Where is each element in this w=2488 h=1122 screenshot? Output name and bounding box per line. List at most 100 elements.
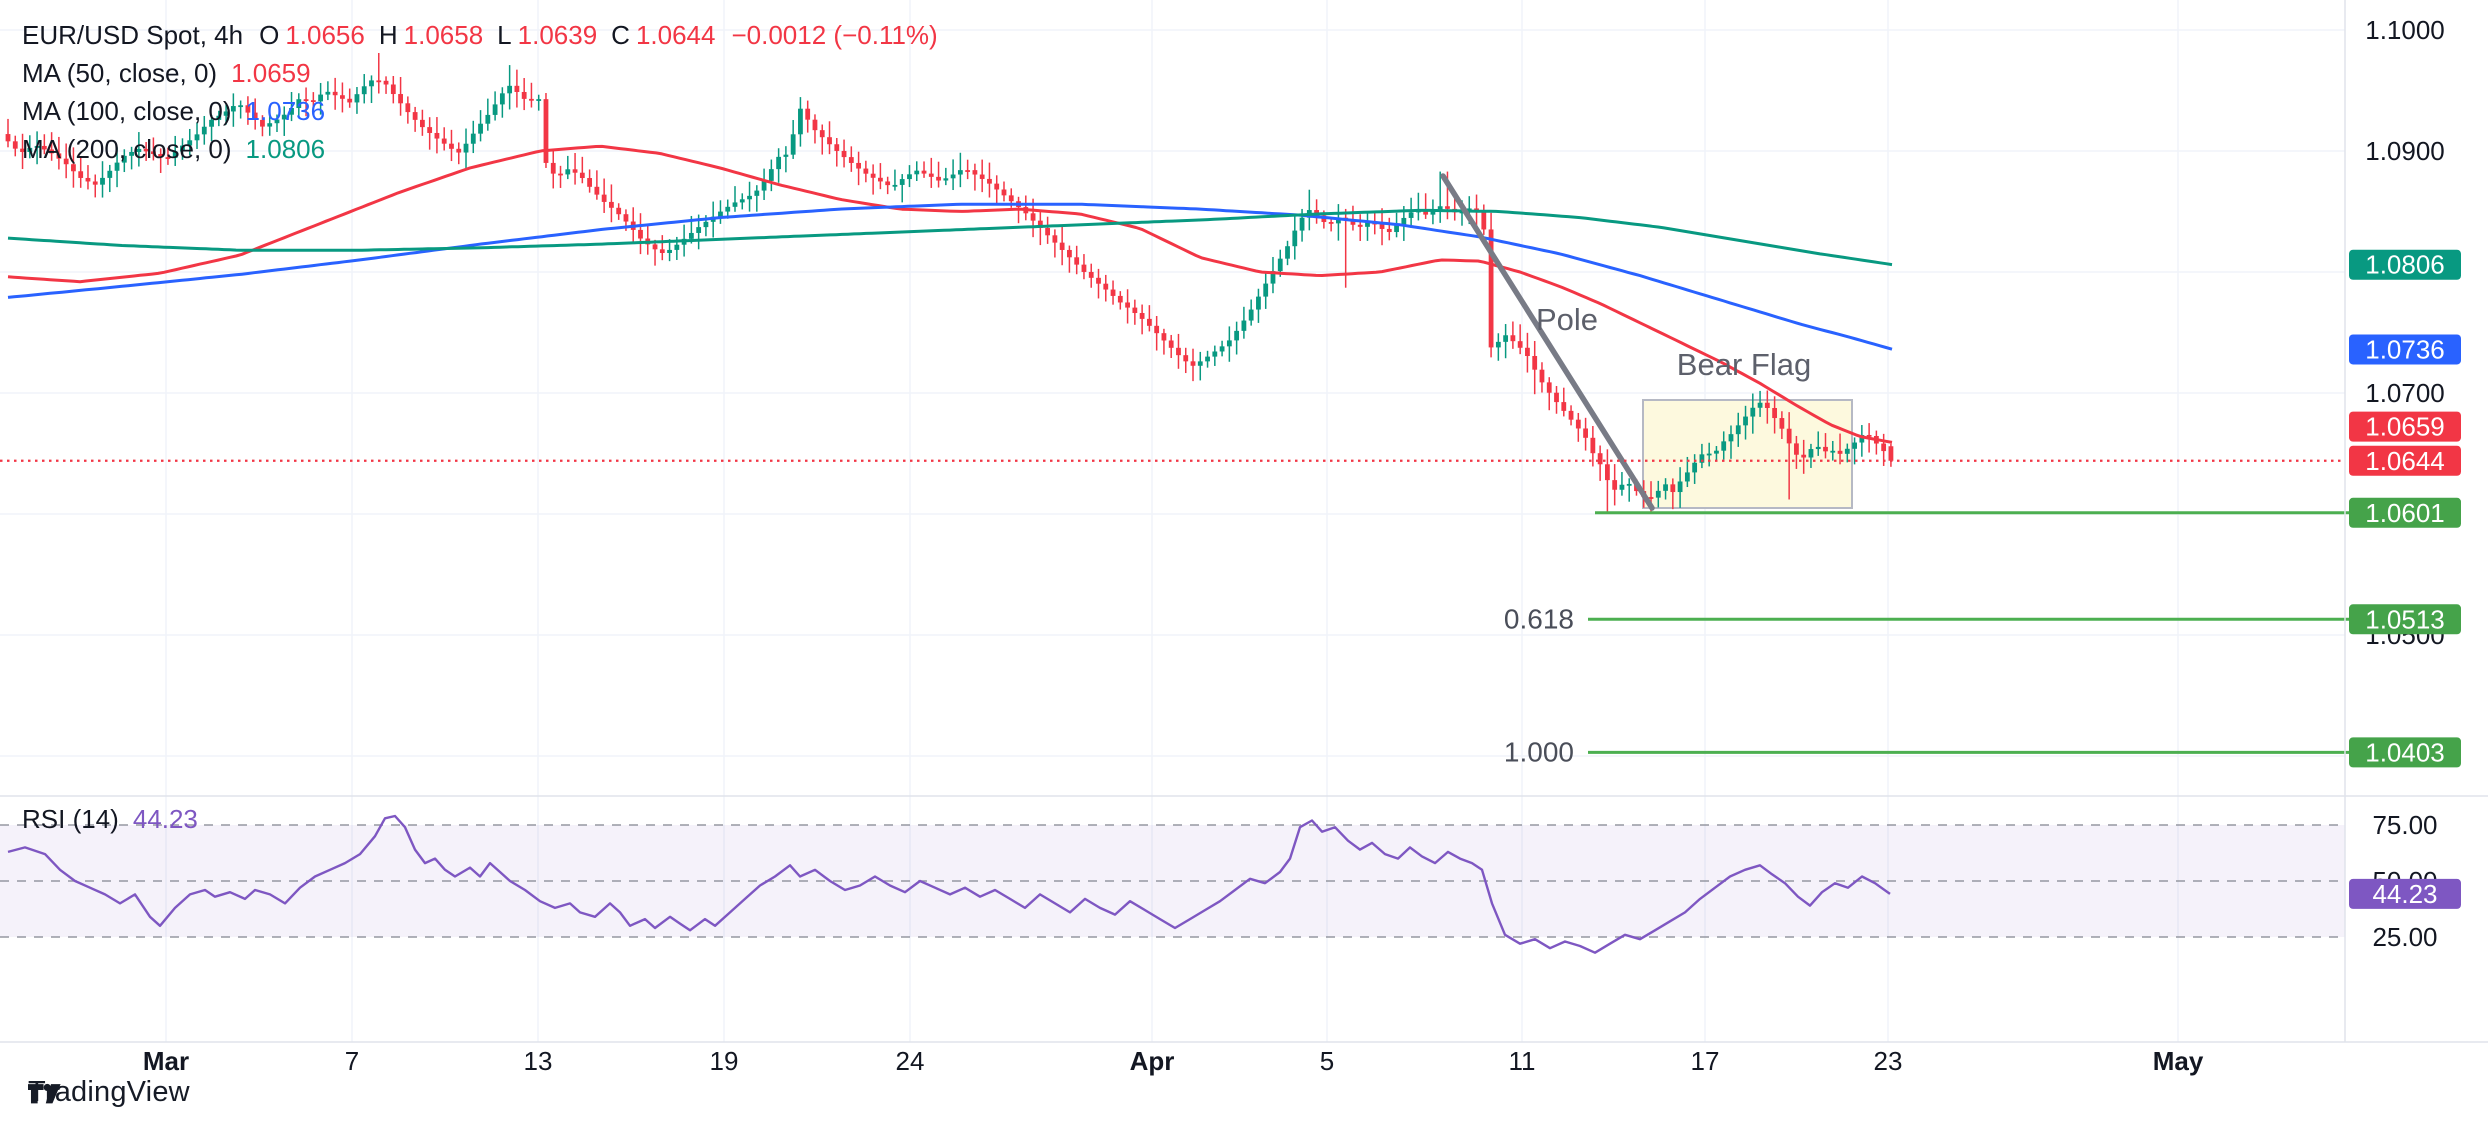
pole-trendline[interactable] <box>1440 173 1655 511</box>
candle-body <box>892 184 898 187</box>
candle-body <box>609 201 614 208</box>
candle-body <box>1583 428 1588 438</box>
candle-body <box>1561 402 1567 411</box>
candle-body <box>761 180 767 191</box>
candle-body <box>1626 483 1632 486</box>
candle-body <box>1481 211 1487 230</box>
candle-body <box>1401 217 1407 225</box>
candle-body <box>34 145 40 148</box>
candle-body <box>1270 271 1276 284</box>
candle-body <box>1539 369 1545 383</box>
candle-body <box>768 169 774 181</box>
candle-body <box>1088 271 1094 278</box>
candle-body <box>1357 224 1363 227</box>
candle-body <box>354 94 360 103</box>
candle-body <box>979 174 985 179</box>
price-badge <box>2349 445 2461 476</box>
candle-body <box>747 195 752 200</box>
candle-body <box>1597 453 1603 465</box>
ma50-label: MA (50, close, 0) <box>22 58 218 88</box>
time-axis-label: Apr <box>1130 1046 1175 1076</box>
price-scale[interactable]: 1.10001.09001.07001.05001.08061.07361.06… <box>2349 15 2461 768</box>
ma50-legend-row[interactable]: MA (50, close, 0) 1.0659 <box>22 54 938 92</box>
candle-body <box>972 170 978 175</box>
time-axis-label: 5 <box>1320 1046 1334 1076</box>
candle-body <box>1525 347 1530 357</box>
candle-body <box>463 143 469 153</box>
candle-body <box>914 170 920 175</box>
rsi-band <box>0 824 2345 938</box>
candle-body <box>1764 402 1770 408</box>
time-scale[interactable]: Mar 7 13 19 24 Apr 5 11 17 23 May <box>143 1046 2204 1076</box>
ma200-legend-row[interactable]: MA (200, close, 0) 1.0806 <box>22 130 938 168</box>
candle-body <box>1081 264 1087 272</box>
candle-body <box>521 91 527 99</box>
candle-body <box>819 130 825 138</box>
candle-body <box>1743 416 1748 426</box>
candle-body <box>1125 302 1130 308</box>
candle-body <box>1648 497 1654 499</box>
candle-body <box>957 170 963 175</box>
rsi-legend-row[interactable]: RSI (14) 44.23 <box>22 804 198 835</box>
candle-body <box>550 162 556 174</box>
candle-body <box>994 183 1000 190</box>
candle-body <box>616 207 622 215</box>
ohlc-high-value: 1.0658 <box>403 20 484 50</box>
chart-canvas[interactable]: Pole Bear Flag 0.618 1.000 1.1000 1.0900 1.070… <box>0 0 2488 1080</box>
candle-body <box>943 178 949 181</box>
candle-body <box>478 123 483 134</box>
candle-body <box>1510 335 1516 342</box>
candle-body <box>703 221 709 228</box>
rsi-line <box>7 814 1891 954</box>
candle-body <box>1074 257 1080 265</box>
price-badge-label: 1.0513 <box>2365 604 2445 634</box>
candle-body <box>441 138 447 144</box>
price-scale-label: 1.0700 <box>2365 378 2445 408</box>
candle-body <box>1590 437 1596 454</box>
watermark[interactable]: TradingView <box>28 1076 190 1109</box>
candle-body <box>470 133 476 144</box>
ma100-value: 1.0736 <box>245 96 326 126</box>
candle-body <box>1386 228 1392 233</box>
ma-line-200 <box>7 208 1893 267</box>
candle-body <box>180 145 185 152</box>
candle-body <box>296 99 302 109</box>
ma-line-50 <box>7 144 1893 444</box>
candle-body <box>1532 356 1538 370</box>
candle-body <box>1096 277 1101 284</box>
candle-body <box>1139 313 1145 319</box>
candle-body <box>230 106 236 112</box>
time-axis-label: 19 <box>710 1046 739 1076</box>
candle-body <box>1546 382 1552 393</box>
candle-body <box>1830 450 1836 453</box>
candle-body <box>267 123 273 127</box>
candle-body <box>412 112 418 120</box>
candle-body <box>659 249 665 253</box>
candle-body <box>652 244 658 250</box>
candle-body <box>928 173 934 177</box>
candle-body <box>245 105 251 113</box>
time-axis-label: 24 <box>896 1046 925 1076</box>
candle-body <box>172 151 178 158</box>
ma100-legend-row[interactable]: MA (100, close, 0) 1.0736 <box>22 92 938 130</box>
candle-body <box>565 169 571 175</box>
pole-annotation-text[interactable]: Pole <box>1536 302 1598 337</box>
candle-body <box>827 137 832 145</box>
candle-body <box>260 119 265 127</box>
bear-flag-annotation-text[interactable]: Bear Flag <box>1677 347 1811 382</box>
time-axis-label: 13 <box>524 1046 553 1076</box>
candle-body <box>1605 464 1610 481</box>
candle-body <box>1794 443 1799 455</box>
price-badge <box>2349 604 2461 635</box>
candle-body <box>114 162 120 171</box>
symbol-legend-row[interactable]: EUR/USD Spot, 4h O 1.0656 H 1.0658 L 1.0639… <box>22 16 938 54</box>
fib-level-label: 0.618 <box>1504 603 1574 634</box>
candle-body <box>921 170 927 174</box>
candle-body <box>1205 356 1210 362</box>
candle-body <box>1219 346 1225 352</box>
candle-body <box>92 181 98 185</box>
candle-body <box>543 99 549 163</box>
ohlc-high-label: H <box>378 20 398 50</box>
price-scale-label: 1.1000 <box>2365 15 2445 45</box>
